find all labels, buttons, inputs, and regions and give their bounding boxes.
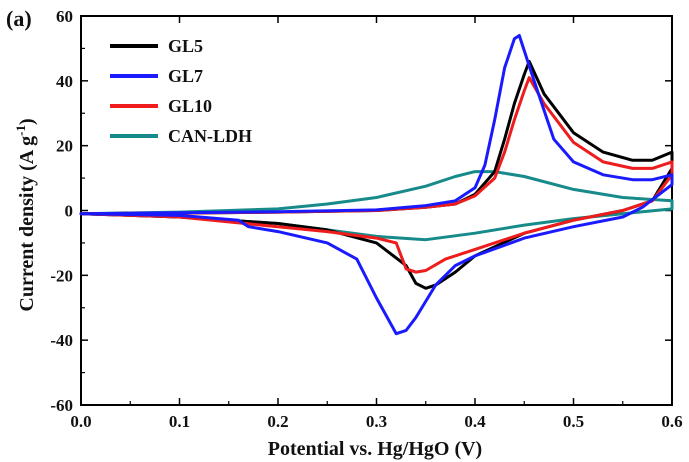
series-line-can-ldh bbox=[79, 170, 674, 242]
y-axis-title-close: ) bbox=[16, 118, 38, 125]
x-tick-label: 0.4 bbox=[464, 412, 486, 431]
y-tick-label: 60 bbox=[56, 7, 73, 26]
series-line-gl7 bbox=[79, 34, 674, 336]
legend-label: CAN-LDH bbox=[168, 126, 252, 146]
y-tick-label: -60 bbox=[50, 396, 73, 415]
x-tick-label: 0.3 bbox=[366, 412, 387, 431]
legend-label: GL7 bbox=[168, 66, 203, 86]
y-tick-label: 20 bbox=[56, 137, 73, 156]
x-tick-label: 0.2 bbox=[267, 412, 288, 431]
legend-label: GL5 bbox=[168, 36, 203, 56]
y-tick-label: 0 bbox=[65, 202, 74, 221]
y-axis-title-main: Current density (A g bbox=[16, 136, 38, 312]
y-tick-label: 40 bbox=[56, 72, 73, 91]
x-tick-label: 0.0 bbox=[70, 412, 91, 431]
y-axis-title-sup: -1 bbox=[13, 125, 28, 136]
panel-label: (a) bbox=[6, 6, 32, 31]
series-layer bbox=[79, 34, 674, 336]
x-tick-label: 0.5 bbox=[563, 412, 584, 431]
x-axis-title: Potential vs. Hg/HgO (V) bbox=[268, 438, 482, 460]
x-tick-label: 0.1 bbox=[169, 412, 190, 431]
series-line-gl10 bbox=[79, 76, 674, 274]
x-tick-label: 0.6 bbox=[661, 412, 682, 431]
axis-ticks: 0.0 0.1 0.2 0.3 0.4 0.5 0.6 -60 -40 -20 0 20 40 60 bbox=[50, 7, 682, 431]
legend: GL5 GL7 GL10 CAN-LDH bbox=[110, 36, 252, 146]
y-tick-label: -40 bbox=[50, 331, 73, 350]
y-axis-title: Current density (A g-1) bbox=[13, 118, 38, 311]
y-tick-label: -20 bbox=[50, 266, 73, 285]
legend-label: GL10 bbox=[168, 96, 212, 116]
